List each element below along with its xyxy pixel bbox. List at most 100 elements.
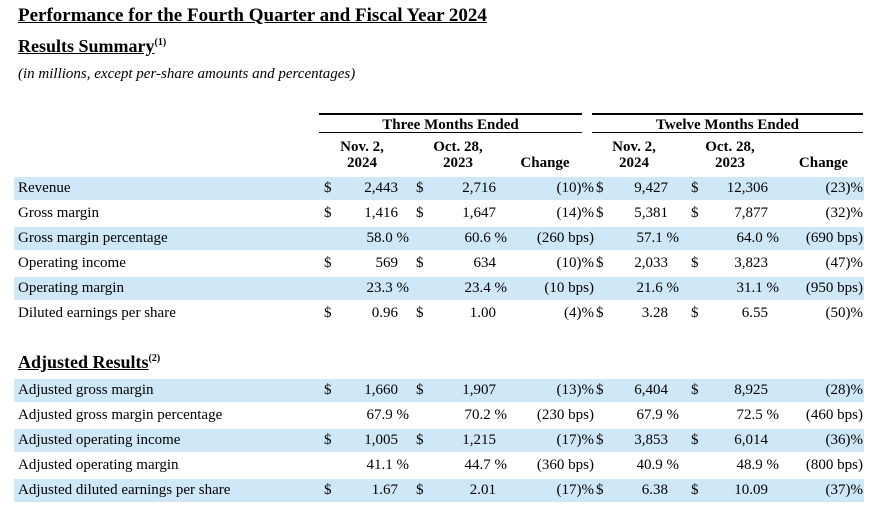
value-y-2024: 9,427 xyxy=(634,180,668,196)
value-y-change: (50)% xyxy=(825,305,864,321)
value-q-change: (17)% xyxy=(556,432,595,448)
value-y-2023: 72.5 % xyxy=(736,407,780,423)
value-q-2023: 1,215 xyxy=(462,432,496,448)
dollar-sign: $ xyxy=(691,432,699,448)
row-label: Operating income xyxy=(18,255,126,271)
col-y-oct-line1: Oct. 28, xyxy=(705,139,755,155)
value-q-2024: 41.1 % xyxy=(366,457,410,473)
value-q-2023: 1,907 xyxy=(462,382,496,398)
table-row: Adjusted diluted earnings per share $ 1.… xyxy=(14,479,864,502)
value-q-2023: 2.01 xyxy=(469,482,496,498)
table-row: Adjusted operating income $ 1,005 $ 1,21… xyxy=(14,429,864,452)
value-y-change: (460 bps) xyxy=(805,407,863,423)
units-note: (in millions, except per-share amounts a… xyxy=(18,66,356,82)
row-label: Gross margin percentage xyxy=(18,230,168,246)
value-y-change: (36)% xyxy=(825,432,864,448)
value-q-2023: 1,647 xyxy=(462,205,496,221)
dollar-sign: $ xyxy=(324,305,332,321)
value-y-2023: 8,925 xyxy=(734,382,768,398)
value-y-2024: 2,033 xyxy=(634,255,668,271)
dollar-sign: $ xyxy=(596,205,604,221)
value-y-2023: 64.0 % xyxy=(736,230,780,246)
three-months-header: Three Months Ended xyxy=(319,113,582,133)
dollar-sign: $ xyxy=(596,180,604,196)
dollar-sign: $ xyxy=(324,382,332,398)
dollar-sign: $ xyxy=(596,255,604,271)
value-y-change: (28)% xyxy=(825,382,864,398)
col-y-change: Change xyxy=(798,155,849,171)
value-y-2024: 40.9 % xyxy=(636,457,680,473)
dollar-sign: $ xyxy=(596,382,604,398)
value-q-2023: 634 xyxy=(473,255,497,271)
results-summary-label: Results Summary xyxy=(18,36,155,56)
value-y-change: (23)% xyxy=(825,180,864,196)
adjusted-results-footnote: (2) xyxy=(148,353,161,364)
table-row: Adjusted gross margin $ 1,660 $ 1,907 (1… xyxy=(14,379,864,402)
row-label: Revenue xyxy=(18,180,71,196)
col-y-nov-2024: Nov. 2, 2024 xyxy=(594,139,674,171)
dollar-sign: $ xyxy=(691,482,699,498)
col-y-oct-line2: 2023 xyxy=(715,155,745,171)
table-row: Operating income $ 569 $ 634 (10)% $ 2,0… xyxy=(14,252,864,275)
dollar-sign: $ xyxy=(416,180,424,196)
results-summary-footnote: (1) xyxy=(154,37,167,48)
value-y-2024: 6.38 xyxy=(641,482,668,498)
dollar-sign: $ xyxy=(596,305,604,321)
value-y-change: (690 bps) xyxy=(805,230,863,246)
table-row: Revenue $ 2,443 $ 2,716 (10)% $ 9,427 $ … xyxy=(14,177,864,200)
value-y-2023: 12,306 xyxy=(726,180,768,196)
value-q-2024: 23.3 % xyxy=(366,280,410,296)
row-label: Adjusted gross margin xyxy=(18,382,154,398)
table-row: Diluted earnings per share $ 0.96 $ 1.00… xyxy=(14,302,864,325)
twelve-months-header: Twelve Months Ended xyxy=(592,113,863,133)
value-q-change: (14)% xyxy=(556,205,595,221)
dollar-sign: $ xyxy=(691,180,699,196)
value-y-change: (32)% xyxy=(825,205,864,221)
value-q-change: (10)% xyxy=(556,180,595,196)
value-q-change: (10 bps) xyxy=(544,280,594,296)
col-q-nov-2024: Nov. 2, 2024 xyxy=(322,139,402,171)
value-q-change: (230 bps) xyxy=(536,407,594,423)
col-y-oct-2023: Oct. 28, 2023 xyxy=(686,139,774,171)
row-label: Adjusted gross margin percentage xyxy=(18,407,223,423)
row-label: Adjusted diluted earnings per share xyxy=(18,482,231,498)
col-q-nov-line1: Nov. 2, xyxy=(340,139,384,155)
adjusted-results-heading: Adjusted Results(2) xyxy=(18,352,160,373)
dollar-sign: $ xyxy=(416,382,424,398)
value-y-2024: 67.9 % xyxy=(636,407,680,423)
row-label: Diluted earnings per share xyxy=(18,305,176,321)
value-y-2024: 57.1 % xyxy=(636,230,680,246)
value-q-2024: 2,443 xyxy=(364,180,398,196)
value-y-2023: 31.1 % xyxy=(736,280,780,296)
dollar-sign: $ xyxy=(691,305,699,321)
table-row: Operating margin 23.3 % 23.4 % (10 bps) … xyxy=(14,277,864,300)
value-q-2024: 67.9 % xyxy=(366,407,410,423)
value-q-2023: 60.6 % xyxy=(464,230,508,246)
results-summary-heading: Results Summary(1) xyxy=(18,36,166,57)
col-y-nov-line1: Nov. 2, xyxy=(612,139,656,155)
dollar-sign: $ xyxy=(324,482,332,498)
dollar-sign: $ xyxy=(324,432,332,448)
dollar-sign: $ xyxy=(416,482,424,498)
value-y-2024: 6,404 xyxy=(634,382,668,398)
dollar-sign: $ xyxy=(596,432,604,448)
dollar-sign: $ xyxy=(324,255,332,271)
dollar-sign: $ xyxy=(324,180,332,196)
dollar-sign: $ xyxy=(691,205,699,221)
table-row: Gross margin $ 1,416 $ 1,647 (14)% $ 5,3… xyxy=(14,202,864,225)
dollar-sign: $ xyxy=(416,432,424,448)
value-q-2024: 569 xyxy=(375,255,399,271)
adjusted-results-label: Adjusted Results xyxy=(18,352,149,372)
value-q-change: (17)% xyxy=(556,482,595,498)
col-y-nov-line2: 2024 xyxy=(619,155,649,171)
value-q-change: (4)% xyxy=(564,305,594,321)
value-y-2024: 3,853 xyxy=(634,432,668,448)
col-q-change: Change xyxy=(520,155,570,171)
value-q-2024: 0.96 xyxy=(371,305,398,321)
value-y-change: (800 bps) xyxy=(805,457,863,473)
value-q-2024: 1,416 xyxy=(364,205,398,221)
value-y-2023: 6.55 xyxy=(741,305,768,321)
value-y-change: (37)% xyxy=(825,482,864,498)
table-row: Adjusted operating margin 41.1 % 44.7 % … xyxy=(14,454,864,477)
value-y-change: (47)% xyxy=(825,255,864,271)
